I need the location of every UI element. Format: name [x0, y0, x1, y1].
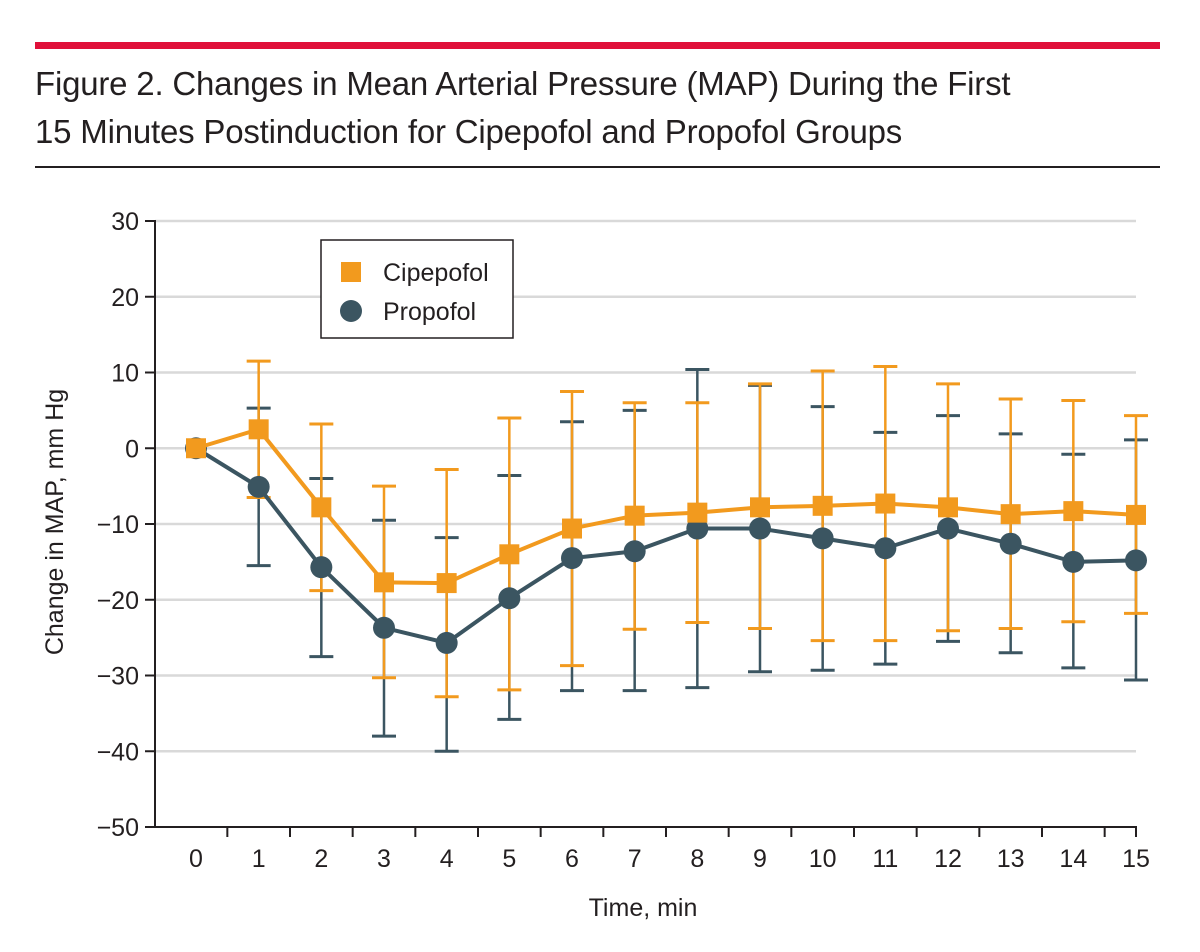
propofol-point-7	[623, 540, 646, 563]
propofol-point-11	[874, 537, 897, 560]
propofol-point-12	[937, 517, 959, 540]
figure-title-line-2: 15 Minutes Postinduction for Cipepofol a…	[35, 113, 903, 150]
cipepofol-point-7	[624, 505, 645, 526]
cipepofol-point-4	[436, 573, 457, 594]
propofol-point-13	[999, 532, 1022, 555]
y-tick-label-30: 30	[111, 208, 139, 236]
propofol-point-1	[247, 475, 270, 498]
gridlines	[155, 219, 1136, 753]
x-tick-label-10: 10	[809, 845, 837, 873]
cipepofol-point-15	[1126, 504, 1146, 525]
propofol-point-2	[310, 556, 333, 579]
legend-propofol-swatch	[340, 300, 362, 322]
y-tick-label--30: −30	[97, 663, 139, 691]
legend-cipepofol-label: Cipepofol	[383, 259, 489, 287]
legend: Cipepofol Propofol	[320, 239, 514, 339]
y-tick-label--50: −50	[97, 814, 139, 842]
propofol-point-4	[435, 631, 458, 654]
figure-title: Figure 2. Changes in Mean Arterial Press…	[35, 60, 1160, 156]
propofol-point-15	[1125, 549, 1147, 572]
cipepofol-series-line	[195, 427, 1137, 586]
cipepofol-point-14	[1063, 501, 1084, 522]
x-tick-label-15: 15	[1122, 845, 1150, 873]
cipepofol-point-10	[812, 495, 833, 516]
cipepofol-point-1	[248, 419, 269, 440]
y-tick-label--10: −10	[97, 511, 139, 539]
y-tick-label-0: 0	[125, 435, 139, 463]
y-tick-label-10: 10	[111, 360, 139, 388]
y-tick-label--40: −40	[97, 738, 139, 766]
x-tick-label-0: 0	[189, 845, 203, 873]
propofol-point-14	[1062, 550, 1085, 573]
x-tick-label-8: 8	[690, 845, 704, 873]
cipepofol-point-0	[186, 438, 206, 459]
error-bars	[246, 359, 1148, 753]
cipepofol-point-8	[687, 502, 708, 523]
cipepofol-point-9	[750, 497, 770, 518]
title-divider-rule	[35, 166, 1160, 168]
cipepofol-point-13	[1000, 504, 1021, 525]
x-tick-label-11: 11	[872, 845, 898, 873]
figure-title-line-1: Figure 2. Changes in Mean Arterial Press…	[35, 65, 1011, 102]
x-tick-label-12: 12	[934, 845, 962, 873]
legend-propofol-label: Propofol	[383, 298, 476, 326]
propofol-point-8	[686, 517, 709, 540]
series-lines-and-markers	[185, 419, 1147, 654]
y-tick-label--20: −20	[97, 587, 139, 615]
propofol-series-line	[194, 446, 1137, 645]
cipepofol-point-2	[311, 497, 332, 518]
header-accent-rule	[35, 42, 1160, 49]
cipepofol-point-11	[875, 493, 896, 514]
x-tick-label-9: 9	[753, 845, 767, 873]
y-tick-label-20: 20	[111, 284, 139, 312]
x-tick-label-7: 7	[628, 845, 642, 873]
propofol-point-5	[498, 587, 521, 610]
x-tick-label-6: 6	[565, 845, 579, 873]
propofol-point-3	[373, 616, 395, 639]
x-tick-label-14: 14	[1059, 845, 1087, 873]
x-tick-label-4: 4	[440, 845, 454, 873]
propofol-point-6	[561, 547, 583, 570]
x-tick-label-13: 13	[997, 845, 1025, 873]
x-tick-label-3: 3	[377, 845, 391, 873]
cipepofol-point-3	[374, 572, 394, 593]
x-tick-label-5: 5	[502, 845, 516, 873]
x-tick-label-2: 2	[314, 845, 328, 873]
cipepofol-point-12	[938, 497, 958, 518]
cipepofol-point-6	[562, 518, 582, 539]
propofol-point-9	[749, 517, 771, 540]
legend-cipepofol-swatch	[341, 262, 361, 282]
cipepofol-point-5	[499, 544, 520, 565]
propofol-point-10	[811, 527, 834, 550]
y-axis-label: Change in MAP, mm Hg	[41, 389, 69, 655]
x-axis-label: Time, min	[589, 894, 698, 922]
x-tick-label-1: 1	[252, 845, 266, 873]
